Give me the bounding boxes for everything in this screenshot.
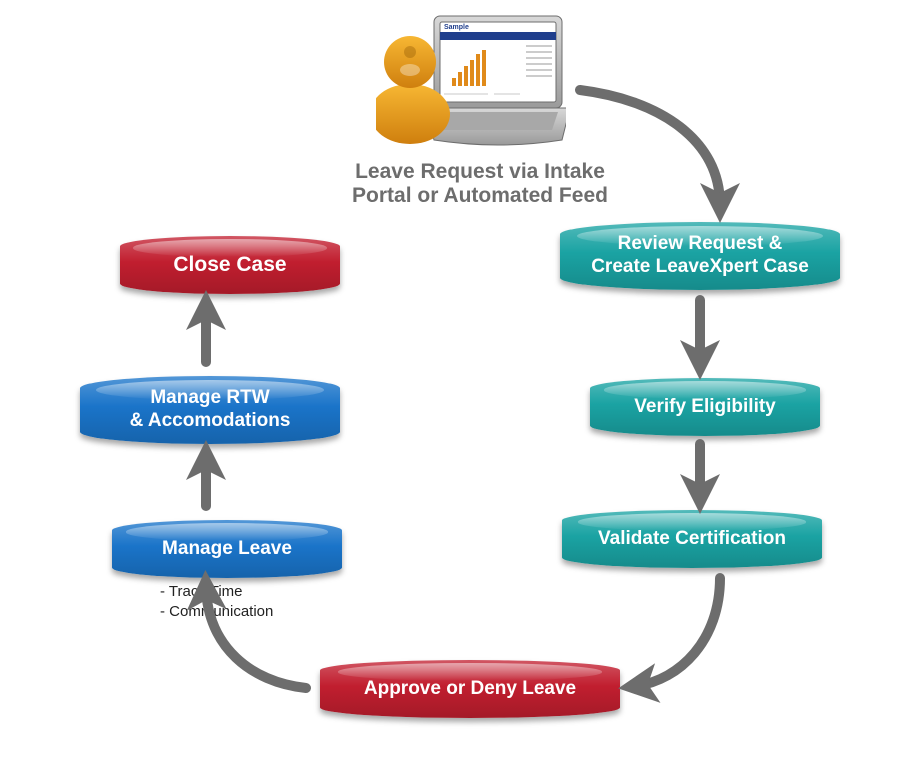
subtext-line: - Track Time	[160, 582, 273, 602]
node-label: Approve or Deny Leave	[364, 678, 576, 701]
node-label: Review Request &Create LeaveXpert Case	[591, 233, 809, 279]
node-manage-leave: Manage Leave	[112, 520, 342, 578]
intake-caption: Leave Request via IntakePortal or Automa…	[330, 160, 630, 208]
node-label: Manage RTW& Accomodations	[130, 387, 291, 433]
manage-leave-subtext: - Track Time - Communication	[160, 582, 273, 621]
node-manage-rtw: Manage RTW& Accomodations	[80, 376, 340, 444]
node-approve-deny: Approve or Deny Leave	[320, 660, 620, 718]
node-close-case: Close Case	[120, 236, 340, 294]
node-label: Verify Eligibility	[634, 396, 776, 419]
node-verify-eligibility: Verify Eligibility	[590, 378, 820, 436]
intake-illustration: Sample	[376, 6, 566, 156]
intake-caption-line1: Leave Request via IntakePortal or Automa…	[352, 160, 608, 207]
svg-text:Sample: Sample	[444, 24, 469, 31]
node-validate-cert: Validate Certification	[562, 510, 822, 568]
node-label: Close Case	[173, 252, 286, 277]
node-review-request: Review Request &Create LeaveXpert Case	[560, 222, 840, 290]
subtext-line: - Communication	[160, 602, 273, 622]
node-label: Manage Leave	[162, 538, 292, 561]
node-label: Validate Certification	[598, 528, 786, 551]
flow-arrow	[636, 578, 720, 686]
